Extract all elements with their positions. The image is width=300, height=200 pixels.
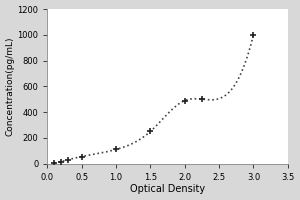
X-axis label: Optical Density: Optical Density xyxy=(130,184,205,194)
Y-axis label: Concentration(pg/mL): Concentration(pg/mL) xyxy=(6,37,15,136)
